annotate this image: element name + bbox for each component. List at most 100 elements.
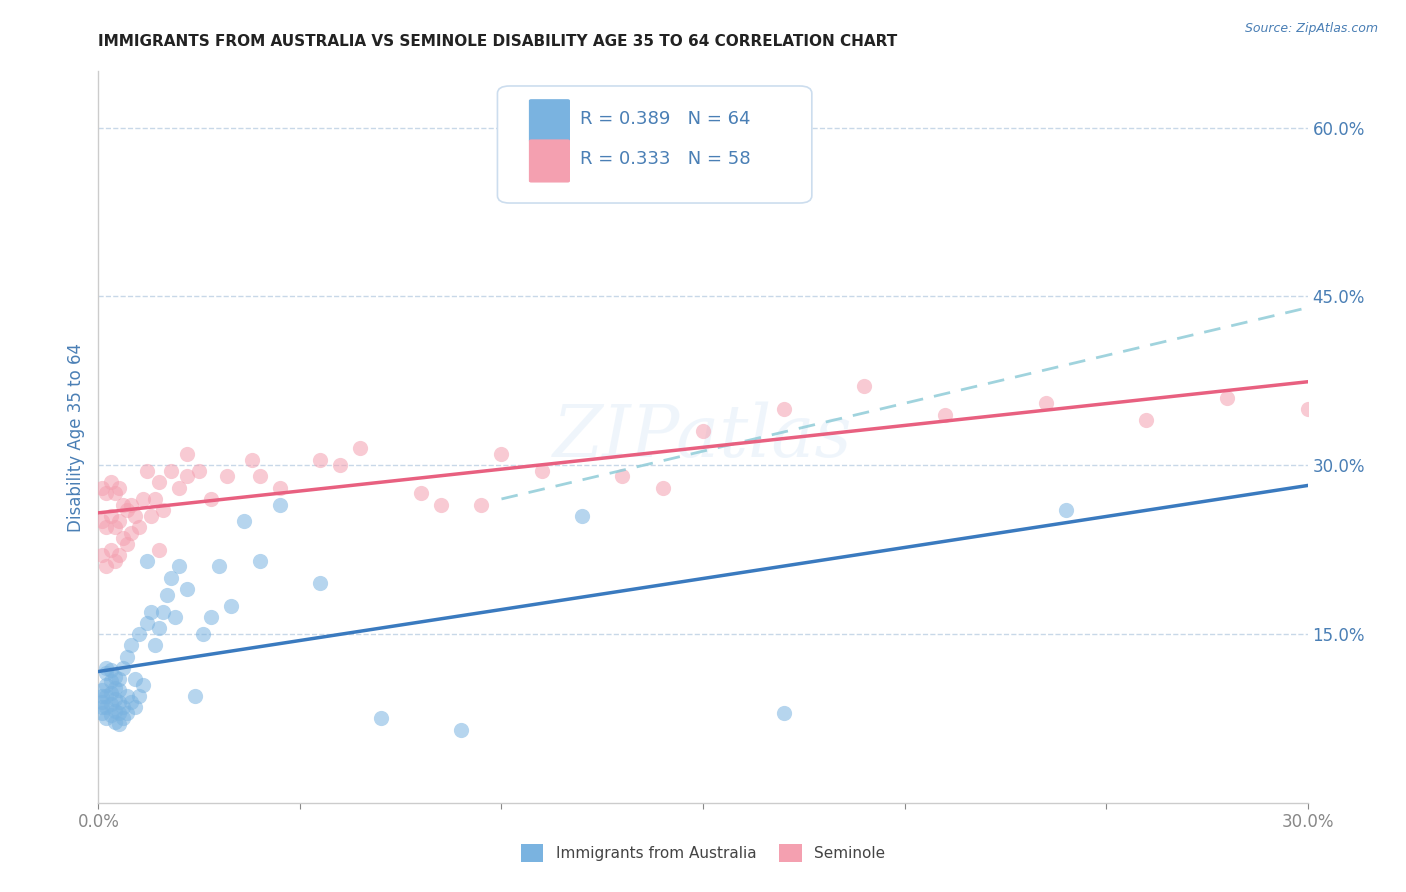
Point bbox=[111, 532, 134, 546]
Point bbox=[103, 520, 125, 534]
Y-axis label: Disability Age 35 to 64: Disability Age 35 to 64 bbox=[66, 343, 84, 532]
Point bbox=[120, 638, 142, 652]
Point bbox=[107, 706, 129, 720]
Point bbox=[128, 520, 150, 534]
Point bbox=[176, 582, 198, 596]
FancyBboxPatch shape bbox=[529, 99, 569, 143]
Point bbox=[124, 700, 146, 714]
Point bbox=[240, 452, 263, 467]
Point bbox=[107, 515, 129, 529]
Point bbox=[148, 475, 170, 489]
Point bbox=[111, 711, 134, 725]
Point bbox=[91, 689, 114, 703]
Point bbox=[309, 452, 332, 467]
Point bbox=[135, 464, 157, 478]
Point bbox=[103, 681, 125, 695]
Point bbox=[100, 697, 122, 711]
Point bbox=[269, 481, 291, 495]
Text: IMMIGRANTS FROM AUSTRALIA VS SEMINOLE DISABILITY AGE 35 TO 64 CORRELATION CHART: IMMIGRANTS FROM AUSTRALIA VS SEMINOLE DI… bbox=[98, 35, 897, 49]
Text: ZIPatlas: ZIPatlas bbox=[553, 401, 853, 473]
Point bbox=[1135, 413, 1157, 427]
Point bbox=[217, 469, 239, 483]
Point bbox=[107, 548, 129, 562]
Point bbox=[430, 498, 453, 512]
Point bbox=[491, 447, 513, 461]
Point bbox=[530, 464, 553, 478]
Point bbox=[163, 610, 186, 624]
Point bbox=[232, 515, 254, 529]
Point bbox=[100, 508, 122, 523]
Point bbox=[193, 627, 215, 641]
Point bbox=[100, 475, 122, 489]
Point bbox=[107, 683, 129, 698]
Point bbox=[107, 481, 129, 495]
Point bbox=[115, 706, 138, 720]
Point bbox=[91, 515, 114, 529]
Point bbox=[91, 548, 114, 562]
Point bbox=[96, 661, 118, 675]
Legend: Immigrants from Australia, Seminole: Immigrants from Australia, Seminole bbox=[515, 838, 891, 868]
Point bbox=[167, 559, 190, 574]
Point bbox=[111, 700, 134, 714]
Point bbox=[96, 520, 118, 534]
Point bbox=[188, 464, 211, 478]
Point bbox=[148, 542, 170, 557]
Point bbox=[1296, 401, 1319, 416]
Text: R = 0.333   N = 58: R = 0.333 N = 58 bbox=[579, 150, 751, 168]
Point bbox=[96, 689, 118, 703]
Point bbox=[135, 554, 157, 568]
Point bbox=[96, 666, 118, 681]
Point bbox=[91, 683, 114, 698]
Point bbox=[120, 525, 142, 540]
Point bbox=[349, 442, 371, 456]
Point bbox=[124, 672, 146, 686]
Point bbox=[1035, 396, 1057, 410]
Point bbox=[103, 704, 125, 718]
Point bbox=[160, 464, 183, 478]
Point bbox=[167, 481, 190, 495]
Point bbox=[100, 674, 122, 689]
Point bbox=[470, 498, 492, 512]
Point bbox=[148, 621, 170, 635]
Point bbox=[132, 491, 155, 506]
Point bbox=[91, 700, 114, 714]
Point bbox=[103, 714, 125, 729]
Point bbox=[96, 700, 118, 714]
Point bbox=[309, 576, 332, 591]
Point bbox=[934, 408, 956, 422]
Point bbox=[111, 498, 134, 512]
Point bbox=[772, 401, 794, 416]
Point bbox=[111, 661, 134, 675]
Point bbox=[96, 486, 118, 500]
Point bbox=[115, 689, 138, 703]
Point bbox=[139, 605, 162, 619]
Point bbox=[91, 694, 114, 708]
Point bbox=[139, 508, 162, 523]
Point bbox=[128, 689, 150, 703]
Point bbox=[152, 503, 174, 517]
Point bbox=[329, 458, 352, 473]
Point bbox=[115, 503, 138, 517]
Point bbox=[1054, 503, 1077, 517]
Point bbox=[120, 694, 142, 708]
Point bbox=[107, 694, 129, 708]
Point bbox=[143, 491, 166, 506]
Point bbox=[120, 498, 142, 512]
Point bbox=[612, 469, 634, 483]
Point bbox=[160, 571, 183, 585]
Point bbox=[107, 717, 129, 731]
Point bbox=[143, 638, 166, 652]
Point bbox=[132, 678, 155, 692]
Point bbox=[370, 711, 392, 725]
Point bbox=[96, 559, 118, 574]
Point bbox=[176, 469, 198, 483]
Point bbox=[200, 491, 222, 506]
Point bbox=[91, 706, 114, 720]
Point bbox=[100, 542, 122, 557]
Point bbox=[1216, 391, 1239, 405]
Point bbox=[107, 672, 129, 686]
Point bbox=[91, 481, 114, 495]
Point bbox=[96, 711, 118, 725]
Point bbox=[115, 537, 138, 551]
Point bbox=[571, 508, 593, 523]
